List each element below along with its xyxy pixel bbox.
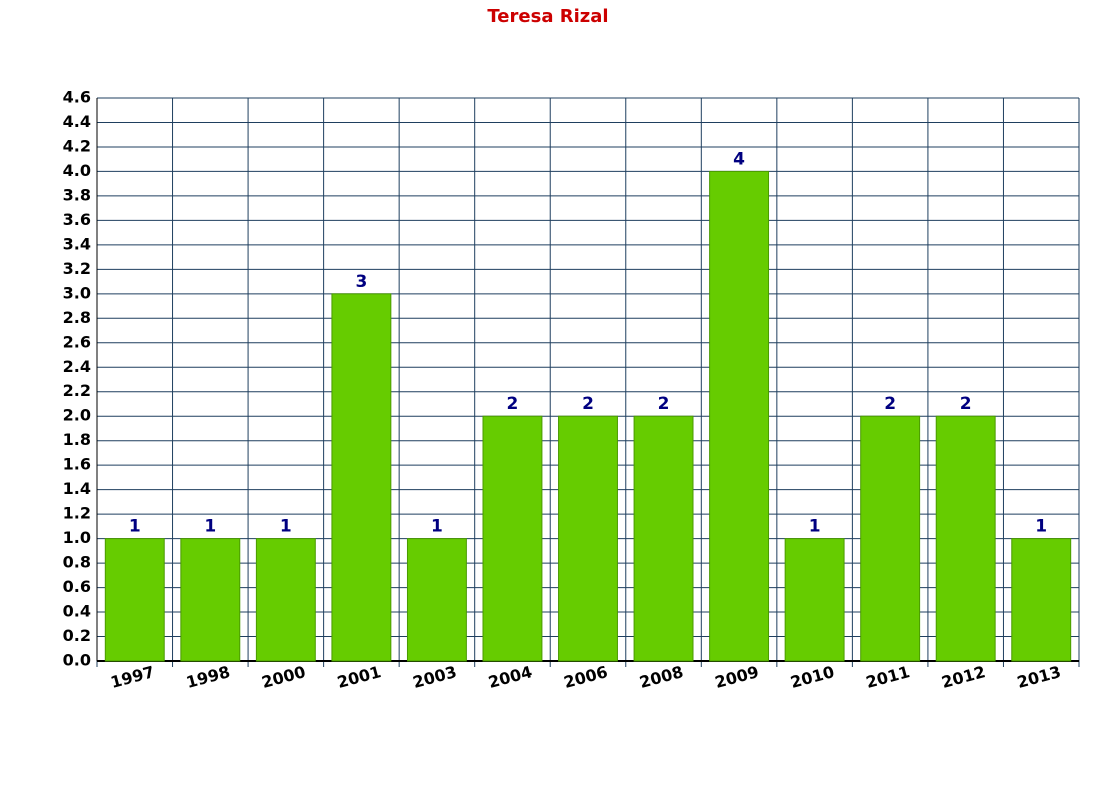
value-label: 4 [733, 149, 745, 169]
y-tick-label: 3.6 [63, 210, 91, 229]
value-label: 1 [204, 517, 216, 537]
y-tick-label: 2.6 [63, 332, 91, 351]
y-tick-label: 3.4 [63, 234, 91, 253]
bar [784, 538, 845, 662]
value-label: 1 [280, 517, 292, 537]
y-tick-label: 2.8 [63, 308, 91, 327]
chart-title: Teresa Rizal [487, 6, 608, 27]
y-tick-label: 2.2 [63, 381, 91, 400]
value-label: 3 [355, 272, 367, 292]
y-tick-label: 1.2 [63, 504, 91, 523]
bar [255, 538, 316, 662]
y-tick-label: 2.4 [63, 357, 91, 376]
value-label: 1 [809, 517, 821, 537]
bar [935, 415, 996, 662]
value-label: 2 [507, 394, 519, 414]
bar [406, 538, 467, 662]
bar [709, 170, 770, 662]
bar [331, 293, 392, 662]
value-label: 2 [960, 394, 972, 414]
bar [558, 415, 618, 662]
value-label: 2 [658, 394, 670, 414]
bar [633, 415, 694, 662]
y-tick-label: 1.8 [63, 430, 91, 449]
y-tick-label: 4.2 [63, 136, 91, 155]
y-tick-label: 0.6 [63, 577, 91, 596]
bar [860, 415, 921, 662]
value-label: 2 [884, 394, 896, 414]
y-tick-label: 0.2 [63, 626, 91, 645]
y-tick-label: 3.8 [63, 185, 91, 204]
y-tick-label: 1.4 [63, 479, 91, 498]
y-tick-label: 4.6 [63, 88, 91, 107]
y-tick-label: 0.0 [63, 651, 91, 670]
bar [180, 538, 241, 662]
y-tick-label: 4.4 [63, 112, 91, 131]
value-label: 1 [431, 517, 443, 537]
bar [1011, 538, 1072, 662]
y-tick-label: 0.4 [63, 602, 91, 621]
value-label: 2 [582, 394, 594, 414]
value-label: 1 [129, 517, 141, 537]
value-label: 1 [1035, 517, 1047, 537]
y-tick-label: 3.2 [63, 259, 91, 278]
y-tick-label: 1.6 [63, 455, 91, 474]
y-tick-label: 3.0 [63, 283, 91, 302]
y-tick-label: 1.0 [63, 528, 91, 547]
y-tick-label: 4.0 [63, 161, 91, 180]
bar [104, 538, 165, 662]
y-tick-label: 0.8 [63, 553, 91, 572]
bar [482, 415, 543, 662]
y-tick-label: 2.0 [63, 406, 91, 425]
